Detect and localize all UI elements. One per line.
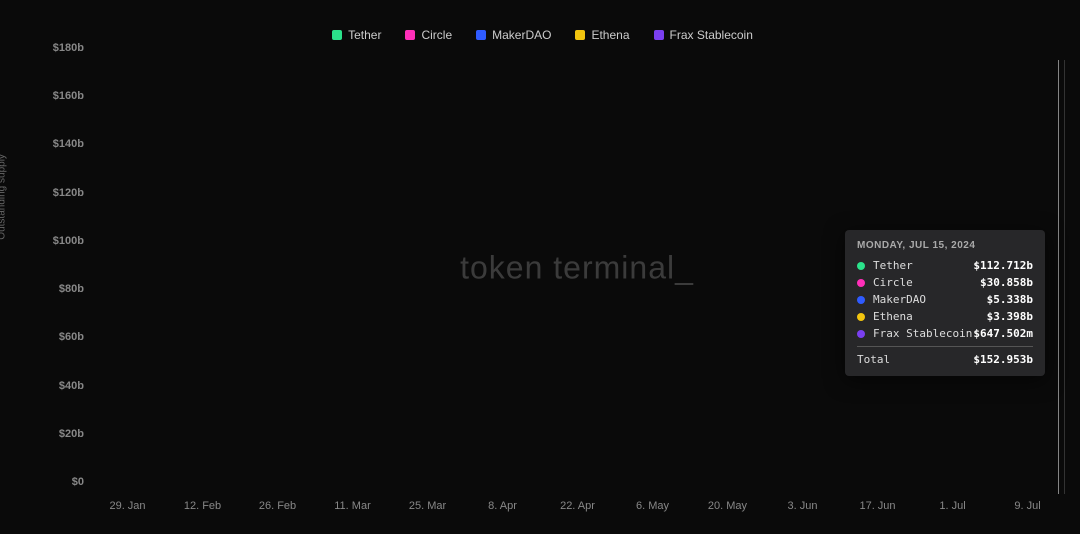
tooltip-series-label: Ethena [873, 310, 987, 323]
hover-line [1058, 60, 1059, 494]
x-tick: 12. Feb [184, 500, 221, 512]
legend-label: Ethena [591, 28, 629, 42]
tooltip-row: Tether$112.712b [857, 259, 1033, 272]
legend-swatch [575, 30, 585, 40]
tooltip-series-label: MakerDAO [873, 293, 987, 306]
y-tick: $100b [53, 235, 84, 247]
x-tick: 11. Mar [334, 500, 370, 512]
tooltip-series-value: $647.502m [973, 327, 1033, 340]
legend-label: Circle [421, 28, 452, 42]
y-tick: $20b [59, 428, 84, 440]
chart-legend: Tether Circle MakerDAO Ethena Frax Stablecoi… [20, 20, 1065, 50]
y-tick: $160b [53, 90, 84, 102]
y-tick: $60b [59, 331, 84, 343]
y-tick: $120b [53, 187, 84, 199]
tooltip-divider [857, 346, 1033, 347]
y-axis: Outstanding supply $0$20b$40b$60b$80b$10… [20, 60, 90, 494]
y-tick: $0 [72, 476, 84, 488]
x-tick: 1. Jul [939, 500, 965, 512]
legend-label: MakerDAO [492, 28, 551, 42]
legend-item[interactable]: Ethena [575, 28, 629, 42]
x-tick: 22. Apr [560, 500, 595, 512]
tooltip-row: MakerDAO$5.338b [857, 293, 1033, 306]
y-tick: $180b [53, 42, 84, 54]
x-tick: 8. Apr [488, 500, 517, 512]
x-tick: 6. May [636, 500, 669, 512]
legend-swatch [476, 30, 486, 40]
tooltip-series-value: $3.398b [987, 310, 1033, 323]
tooltip-date: MONDAY, JUL 15, 2024 [857, 240, 1033, 251]
y-tick: $80b [59, 283, 84, 295]
x-tick: 25. Mar [409, 500, 446, 512]
tooltip-swatch [857, 262, 865, 270]
tooltip-series-label: Frax Stablecoin [873, 327, 973, 340]
tooltip-total-row: Total $152.953b [857, 353, 1033, 366]
tooltip-swatch [857, 313, 865, 321]
legend-label: Frax Stablecoin [670, 28, 753, 42]
y-axis-label: Outstanding supply [0, 154, 8, 240]
legend-swatch [405, 30, 415, 40]
tooltip-series-value: $30.858b [980, 276, 1033, 289]
x-tick: 3. Jun [788, 500, 818, 512]
y-tick: $40b [59, 380, 84, 392]
legend-swatch [654, 30, 664, 40]
tooltip-swatch [857, 330, 865, 338]
tooltip-total-value: $152.953b [973, 353, 1033, 366]
x-tick: 9. Jul [1014, 500, 1040, 512]
chart-tooltip: MONDAY, JUL 15, 2024 Tether$112.712b Circ… [845, 230, 1045, 376]
x-tick: 26. Feb [259, 500, 296, 512]
y-tick: $140b [53, 138, 84, 150]
legend-swatch [332, 30, 342, 40]
stablecoin-supply-chart: Tether Circle MakerDAO Ethena Frax Stablecoi… [20, 20, 1065, 524]
legend-item[interactable]: MakerDAO [476, 28, 551, 42]
x-tick: 17. Jun [859, 500, 895, 512]
tooltip-total-label: Total [857, 353, 973, 366]
tooltip-swatch [857, 296, 865, 304]
tooltip-row: Ethena$3.398b [857, 310, 1033, 323]
legend-item[interactable]: Circle [405, 28, 452, 42]
tooltip-row: Circle$30.858b [857, 276, 1033, 289]
legend-item[interactable]: Tether [332, 28, 381, 42]
tooltip-swatch [857, 279, 865, 287]
legend-label: Tether [348, 28, 381, 42]
x-tick: 29. Jan [109, 500, 145, 512]
tooltip-row: Frax Stablecoin$647.502m [857, 327, 1033, 340]
tooltip-series-value: $112.712b [973, 259, 1033, 272]
tooltip-series-value: $5.338b [987, 293, 1033, 306]
legend-item[interactable]: Frax Stablecoin [654, 28, 753, 42]
x-axis: 29. Jan 12. Feb 26. Feb 11. Mar 25. Mar 8. Ap… [90, 494, 1065, 524]
tooltip-series-label: Tether [873, 259, 973, 272]
x-tick: 20. May [708, 500, 747, 512]
tooltip-series-label: Circle [873, 276, 980, 289]
